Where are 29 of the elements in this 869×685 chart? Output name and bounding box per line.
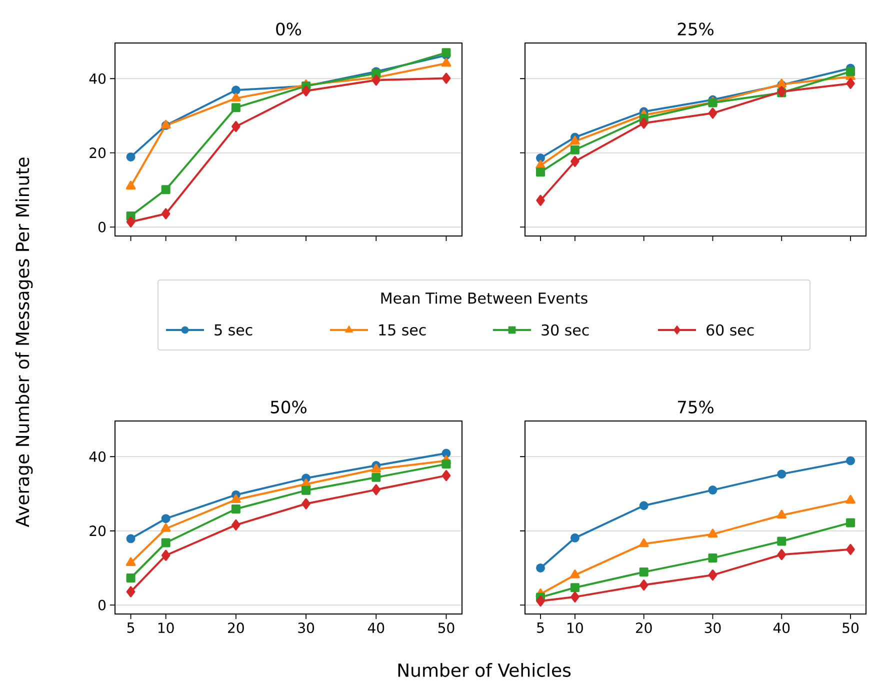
x-tick-label: 20 — [636, 622, 652, 634]
x-tick-label: 20 — [228, 622, 244, 634]
y-axis-title: Average Number of Messages Per Minute — [15, 158, 33, 528]
y-tick-label: 0 — [98, 222, 106, 232]
y-tick-label: 20 — [90, 148, 106, 158]
legend-label: 60 sec — [706, 324, 754, 336]
x-tick-label: 50 — [438, 622, 454, 634]
legend-title: Mean Time Between Events — [381, 292, 588, 304]
x-tick-label: 10 — [158, 622, 174, 634]
legend-label: 30 sec — [542, 324, 589, 336]
x-tick-label: 40 — [773, 622, 790, 634]
legend-label: 5 sec — [214, 324, 252, 336]
y-tick-label: 0 — [98, 600, 106, 610]
x-tick-label: 10 — [568, 622, 583, 634]
chart-title: 0% — [276, 22, 302, 36]
chart-title: 25% — [678, 22, 714, 36]
x-axis-title: Number of Vehicles — [398, 663, 571, 677]
x-tick-label: 5 — [537, 622, 544, 633]
x-tick-label: 50 — [842, 622, 858, 634]
x-tick-label: 30 — [298, 622, 314, 634]
x-tick-label: 5 — [127, 622, 134, 633]
y-tick-label: 40 — [89, 73, 106, 84]
y-tick-label: 40 — [89, 451, 106, 462]
chart-title: 50% — [270, 400, 306, 414]
x-tick-label: 30 — [704, 622, 721, 634]
chart-title: 75% — [678, 400, 714, 414]
legend-label: 15 sec — [379, 324, 426, 336]
y-tick-label: 20 — [90, 526, 106, 536]
x-tick-label: 40 — [368, 622, 384, 634]
